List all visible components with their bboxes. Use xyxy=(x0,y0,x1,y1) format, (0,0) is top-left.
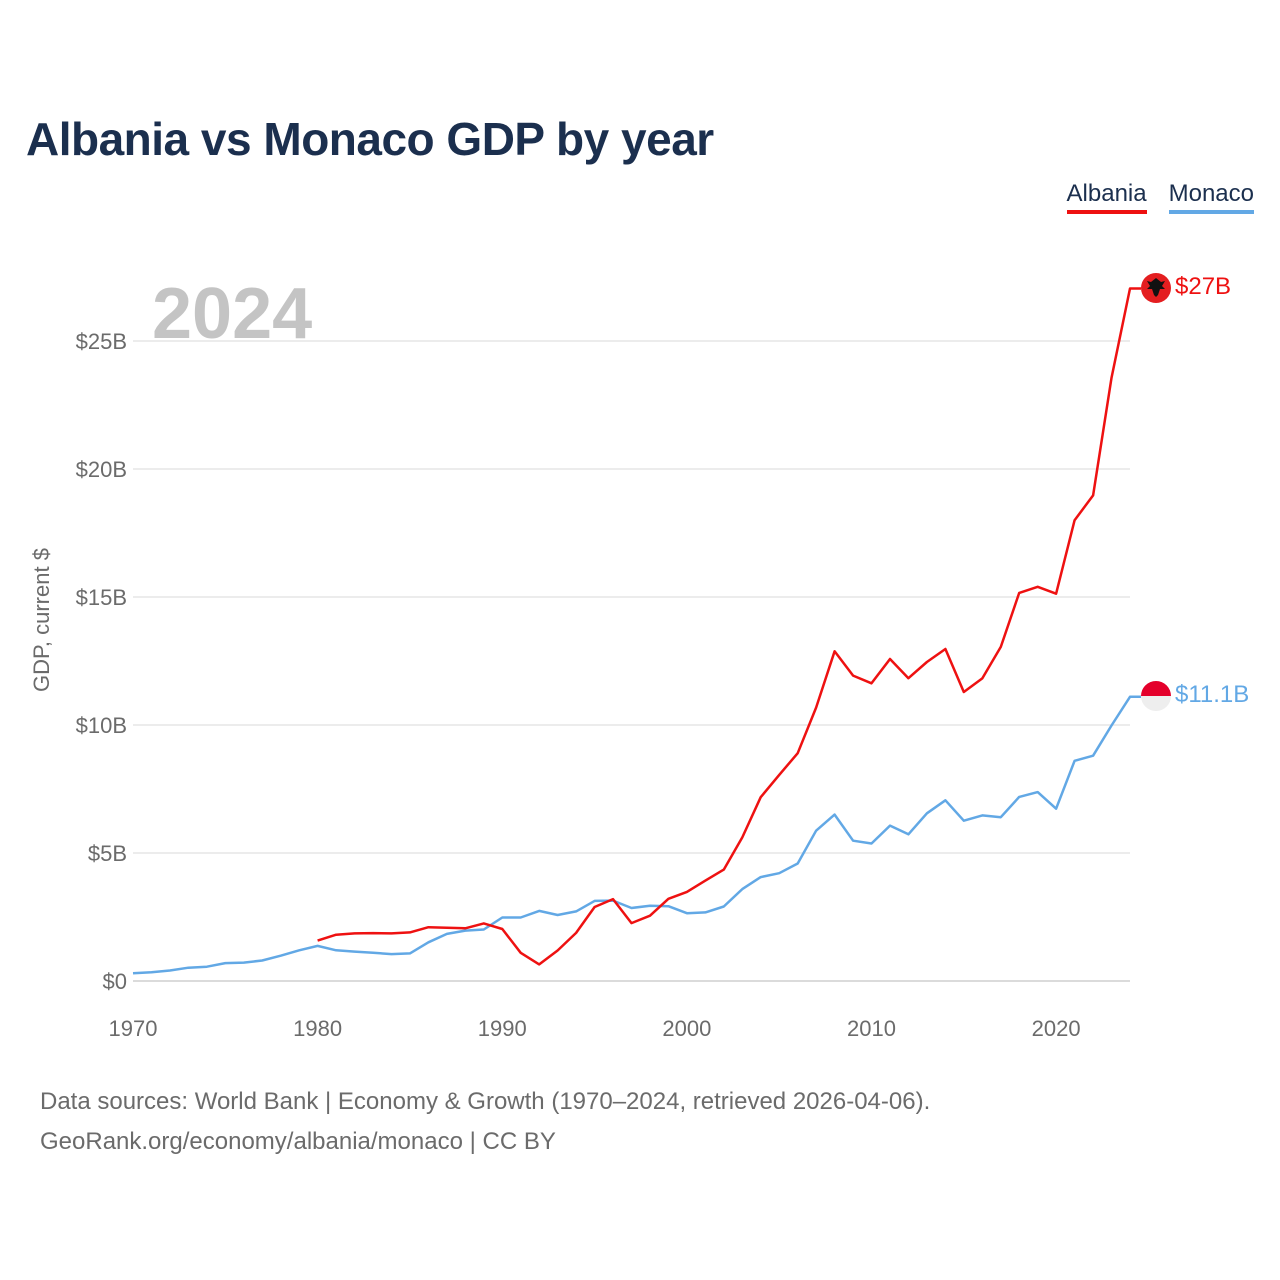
series-line-albania[interactable] xyxy=(317,287,1141,966)
x-tick-label: 2020 xyxy=(1032,1016,1081,1041)
end-label-monaco: $11.1B xyxy=(1175,681,1249,708)
chart-title: Albania vs Monaco GDP by year xyxy=(26,113,714,165)
x-tick-label: 2000 xyxy=(662,1016,711,1041)
x-tick-label: 2010 xyxy=(847,1016,896,1041)
sources-line-1: Data sources: World Bank | Economy & Gro… xyxy=(40,1088,931,1115)
y-tick-label: $20B xyxy=(76,457,127,482)
x-tick-label: 1990 xyxy=(478,1016,527,1041)
series-line-monaco[interactable] xyxy=(132,695,1141,975)
y-tick-label: $10B xyxy=(76,713,127,738)
y-tick-label: $5B xyxy=(88,841,127,866)
y-tick-label: $0 xyxy=(103,969,127,994)
year-watermark: 2024 xyxy=(152,274,312,354)
y-tick-label: $15B xyxy=(76,585,127,610)
legend: Albania Monaco xyxy=(1066,180,1254,214)
albania-flag-icon xyxy=(1141,273,1171,303)
x-tick-label: 1970 xyxy=(109,1016,158,1041)
data-sources: Data sources: World Bank | Economy & Gro… xyxy=(40,1082,930,1162)
x-tick-label: 1980 xyxy=(293,1016,342,1041)
y-axis-label: GDP, current $ xyxy=(29,548,54,692)
legend-item-monaco[interactable]: Monaco xyxy=(1168,180,1254,214)
end-label-albania: $27B xyxy=(1175,273,1231,300)
monaco-flag-icon xyxy=(1141,681,1171,711)
sources-line-2[interactable]: GeoRank.org/economy/albania/monaco | CC … xyxy=(40,1128,556,1155)
y-tick-label: $25B xyxy=(76,329,127,354)
legend-item-albania[interactable]: Albania xyxy=(1066,180,1147,214)
